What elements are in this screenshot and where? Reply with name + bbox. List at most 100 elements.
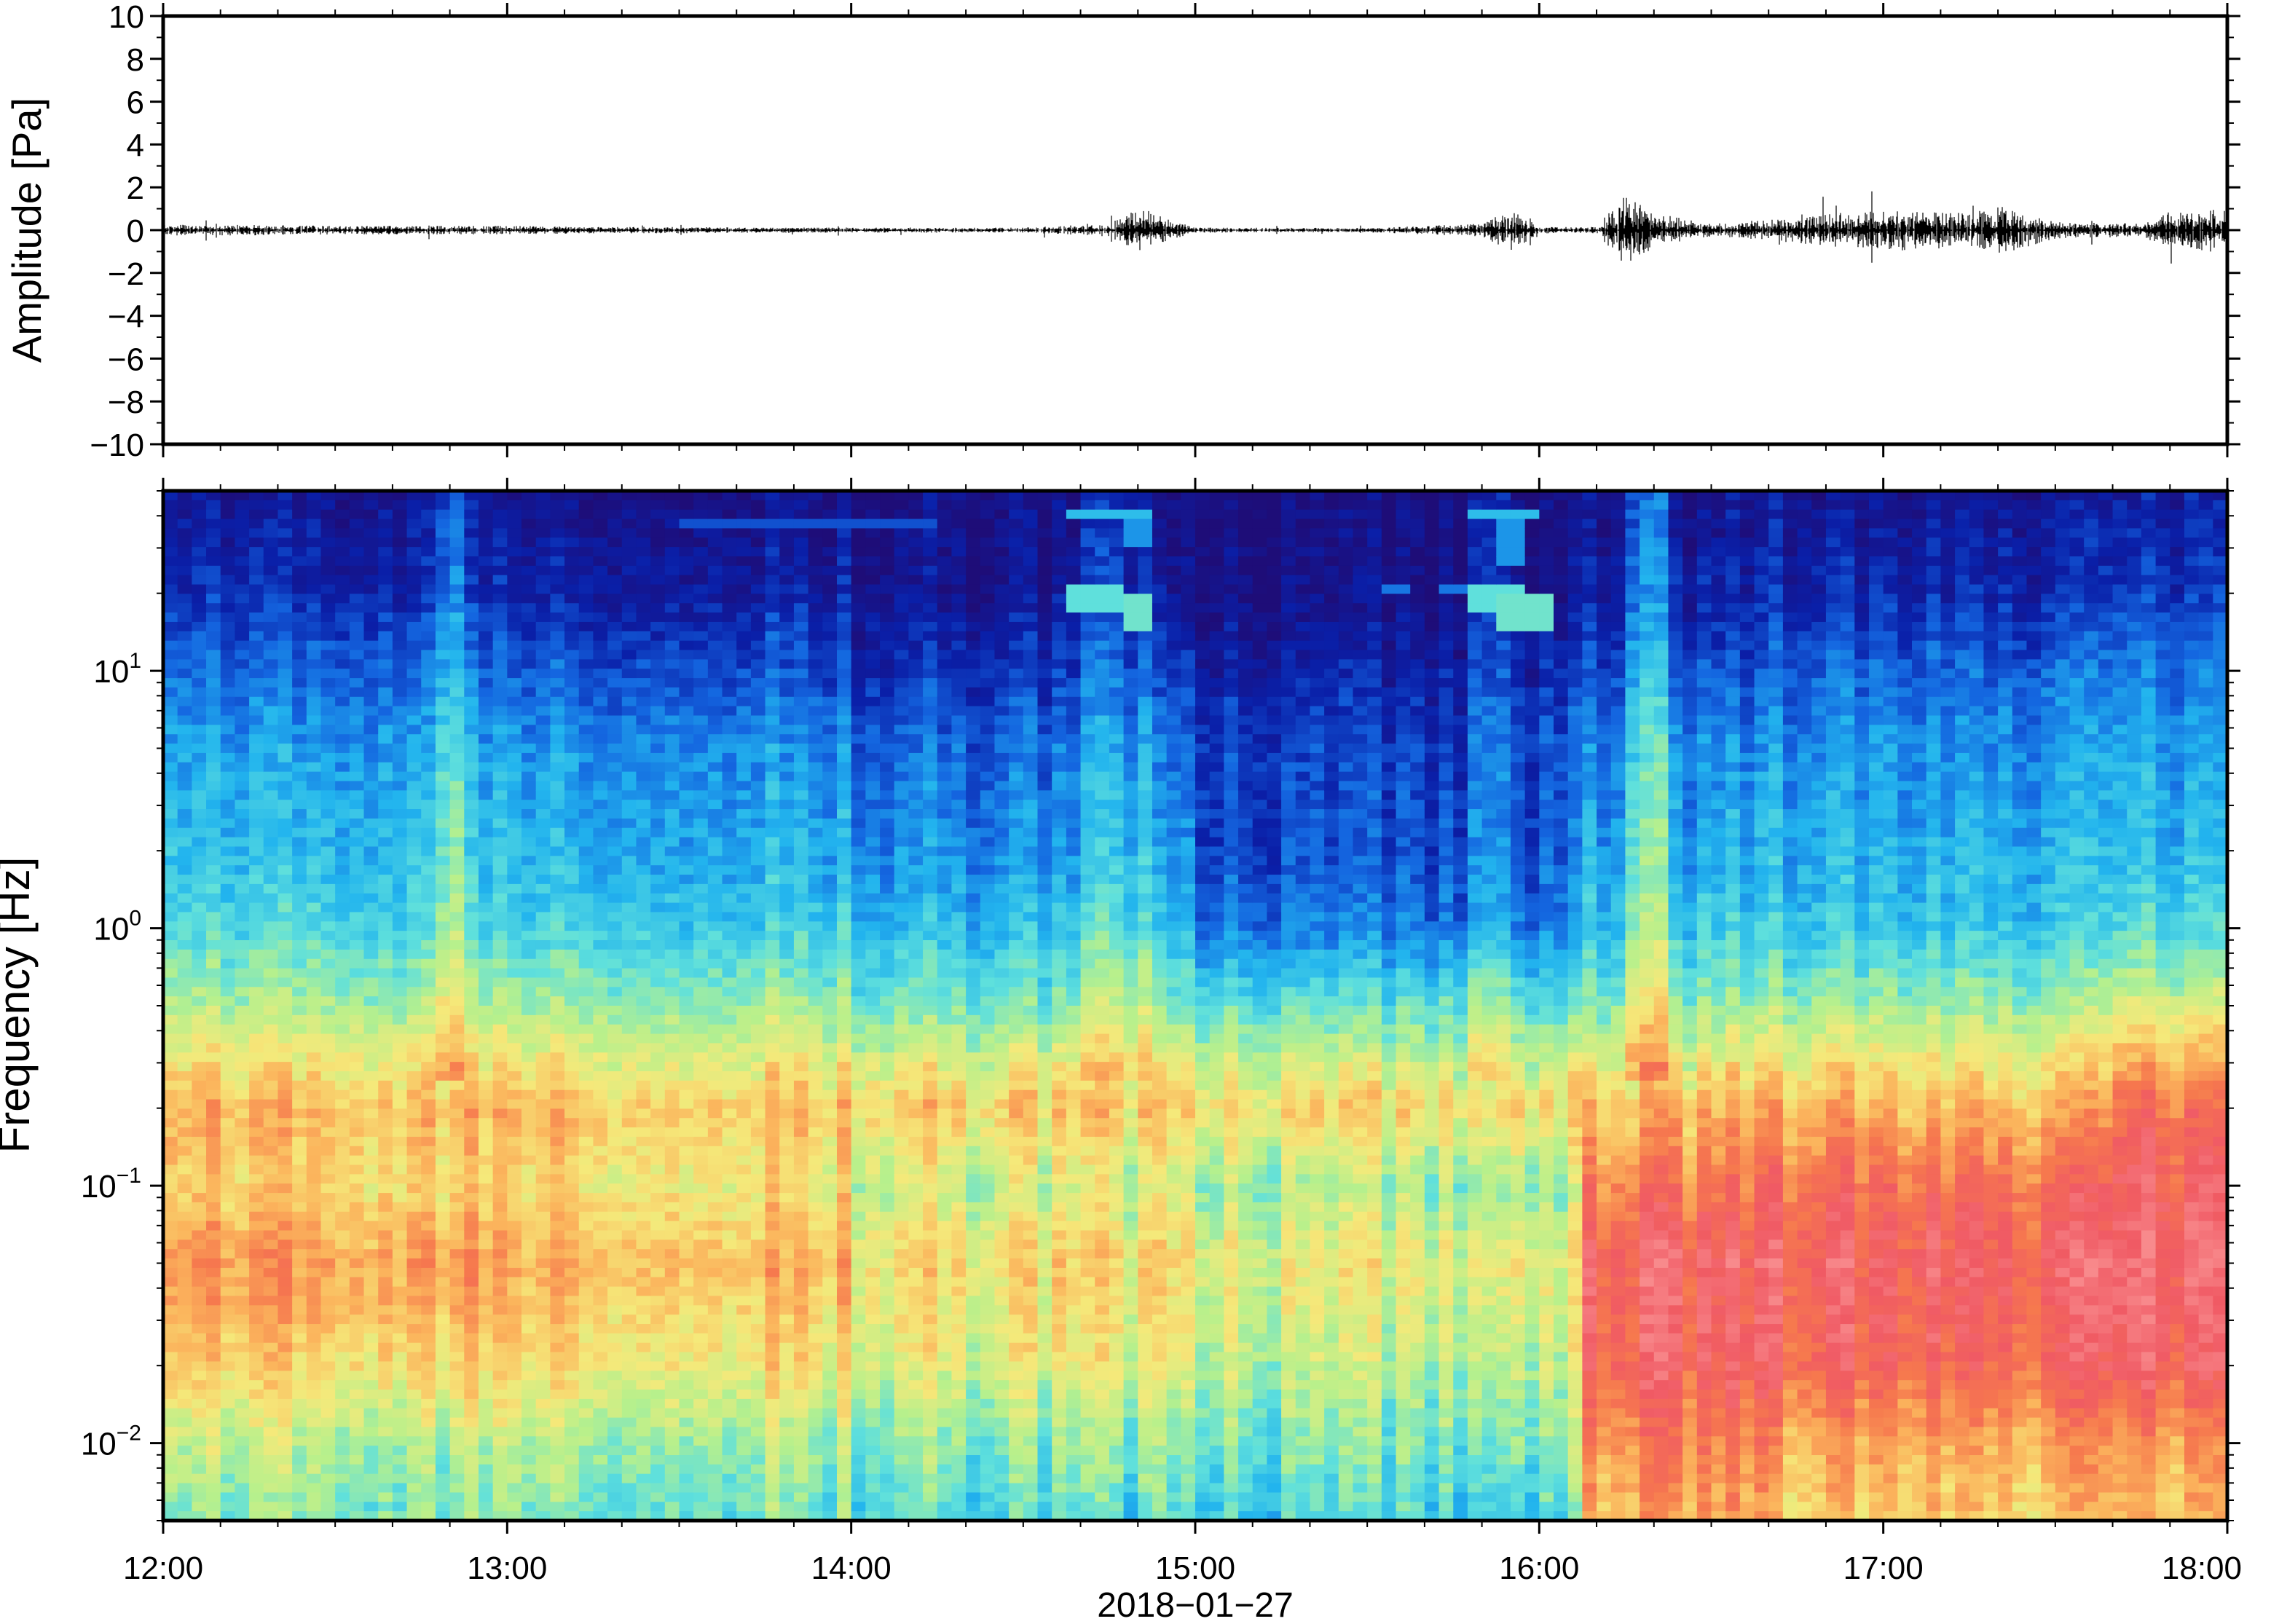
spectrogram-cell: [163, 734, 178, 744]
spectrogram-cell: [450, 537, 465, 547]
spectrogram-cell: [206, 1156, 221, 1165]
spectrogram-cell: [636, 1277, 650, 1287]
spectrogram-cell: [723, 734, 737, 744]
spectrogram-cell: [693, 1436, 708, 1446]
spectrogram-cell: [350, 977, 364, 987]
spectrogram-cell: [736, 894, 751, 903]
spectrogram-cell: [779, 865, 794, 875]
spectrogram-cell: [665, 725, 680, 734]
spectrogram-cell: [335, 1333, 350, 1343]
spectrogram-cell: [292, 977, 307, 987]
spectrogram-cell: [665, 510, 680, 519]
spectrogram-cell: [278, 996, 292, 1006]
spectrogram-cell: [364, 697, 379, 706]
spectrogram-cell: [579, 875, 594, 884]
spectrogram-cell: [436, 1193, 450, 1202]
spectrogram-cell: [307, 828, 321, 837]
spectrogram-cell: [393, 894, 407, 903]
spectrogram-cell: [736, 1361, 751, 1371]
spectrogram-cell: [607, 547, 622, 556]
spectrogram-cell: [680, 734, 694, 744]
spectrogram-cell: [378, 1081, 393, 1090]
spectrogram-cell: [292, 659, 307, 669]
spectrogram-cell: [765, 1100, 780, 1109]
spectrogram-cell: [708, 519, 723, 529]
spectrogram-cell: [249, 1006, 264, 1015]
spectrogram-cell: [221, 528, 235, 537]
spectrogram-cell: [278, 1465, 292, 1474]
spectrogram-cell: [521, 1333, 536, 1343]
spectrogram-cell: [378, 846, 393, 856]
spectrogram-cell: [192, 950, 206, 959]
spectrogram-cell: [579, 1231, 594, 1240]
spectrogram-cell: [192, 1183, 206, 1193]
spectrogram-cell: [249, 1015, 264, 1025]
spectrogram-cell: [235, 659, 249, 669]
spectrogram-cell: [407, 1418, 422, 1427]
spectrogram-cell: [320, 1193, 335, 1202]
spectrogram-cell: [421, 1399, 436, 1408]
spectrogram-cell: [693, 1025, 708, 1034]
spectrogram-cell: [723, 1474, 737, 1483]
spectrogram-cell: [479, 1231, 493, 1240]
spectrogram-cell: [564, 1380, 579, 1390]
spectrogram-cell: [278, 969, 292, 978]
spectrogram-cell: [249, 865, 264, 875]
spectrogram-cell: [163, 1052, 178, 1062]
spectrogram-cell: [163, 856, 178, 865]
spectrogram-cell: [350, 1231, 364, 1240]
spectrogram-cell: [622, 846, 637, 856]
spectrogram-cell: [680, 1324, 694, 1333]
spectrogram-cell: [206, 1118, 221, 1127]
spectrogram-cell: [436, 828, 450, 837]
spectrogram-cell: [479, 1333, 493, 1343]
spectrogram-cell: [350, 1268, 364, 1277]
spectrogram-cell: [593, 977, 607, 987]
spectrogram-cell: [536, 1249, 551, 1258]
spectrogram-cell: [221, 510, 235, 519]
spectrogram-cell: [521, 585, 536, 594]
spectrogram-cell: [736, 1427, 751, 1436]
spectrogram-cell: [264, 1352, 278, 1362]
spectrogram-cell: [178, 1333, 192, 1343]
spectrogram-cell: [479, 959, 493, 969]
spectrogram-cell: [464, 575, 479, 585]
spectrogram-cell: [493, 1249, 508, 1258]
spectrogram-cell: [436, 1314, 450, 1324]
spectrogram-cell: [665, 912, 680, 921]
spectrogram-cell: [364, 603, 379, 612]
spectrogram-cell: [636, 1052, 650, 1062]
spectrogram-cell: [450, 1156, 465, 1165]
spectrogram-cell: [450, 819, 465, 828]
spectrogram-cell: [579, 959, 594, 969]
spectrogram-column: [765, 491, 780, 1521]
spectrogram-cell: [364, 969, 379, 978]
spectrogram-cell: [665, 1418, 680, 1427]
spectrogram-cell: [607, 1249, 622, 1258]
spectrogram-cell: [650, 1465, 665, 1474]
spectrogram-cell: [521, 1137, 536, 1146]
spectrogram-cell: [665, 1427, 680, 1436]
spectrogram-cell: [436, 1324, 450, 1333]
spectrogram-cell: [607, 1483, 622, 1493]
spectrogram-cell: [421, 809, 436, 819]
spectrogram-cell: [364, 1361, 379, 1371]
spectrogram-cell: [479, 819, 493, 828]
spectrogram-cell: [593, 996, 607, 1006]
spectrogram-cell: [579, 528, 594, 537]
spectrogram-cell: [421, 706, 436, 716]
spectrogram-cell: [650, 837, 665, 847]
spectrogram-cell: [464, 1492, 479, 1502]
spectrogram-cell: [680, 903, 694, 912]
spectrogram-cell: [736, 1239, 751, 1249]
spectrogram-cell: [320, 1127, 335, 1137]
spectrogram-cell: [650, 1165, 665, 1175]
spectrogram-cell: [765, 987, 780, 996]
spectrogram-cell: [521, 903, 536, 912]
spectrogram-cell: [521, 1314, 536, 1324]
spectrogram-cell: [292, 725, 307, 734]
spectrogram-cell: [507, 1156, 521, 1165]
spectrogram-cell: [579, 1062, 594, 1071]
spectrogram-cell: [579, 912, 594, 921]
spectrogram-cell: [393, 819, 407, 828]
